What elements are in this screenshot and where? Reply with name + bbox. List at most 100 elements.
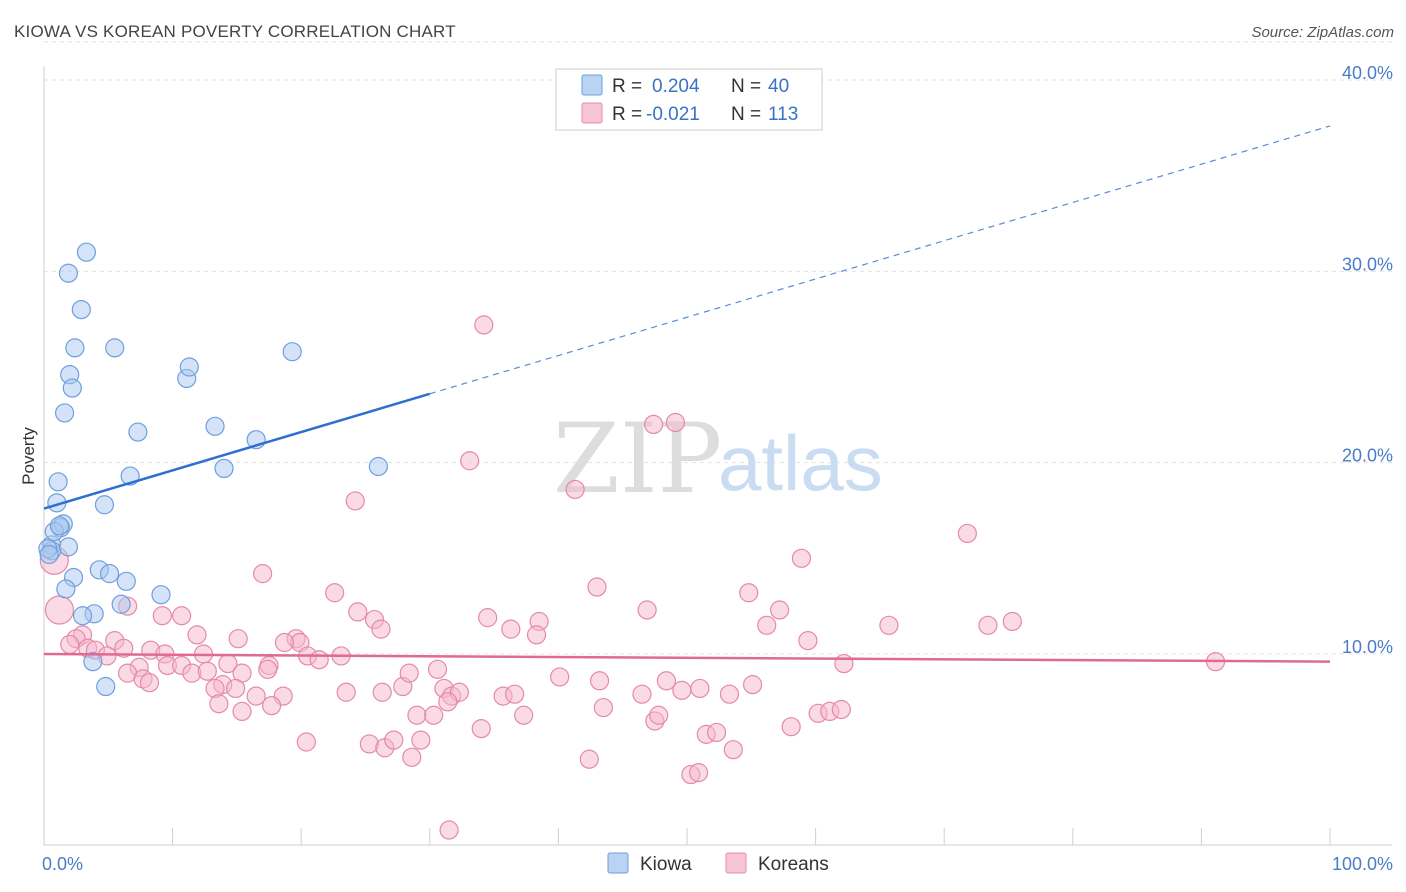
point-kiowa-10: [54, 403, 75, 423]
point-koreans-75: [550, 667, 570, 687]
point-koreans-60: [139, 673, 160, 693]
point-kiowa-38: [39, 544, 59, 565]
point-koreans-5: [565, 479, 585, 500]
point-koreans-39: [60, 634, 80, 655]
point-koreans-27: [152, 606, 172, 626]
point-koreans-4: [345, 491, 365, 511]
legend-top-r-value-koreans: -0.021: [646, 104, 700, 125]
point-koreans-7: [791, 548, 812, 568]
point-koreans-110: [688, 763, 709, 783]
point-koreans-105: [411, 730, 431, 750]
point-koreans-97: [781, 717, 801, 737]
point-koreans-84: [232, 701, 252, 722]
point-kiowa-1: [58, 263, 79, 283]
point-kiowa-19: [94, 495, 115, 515]
series-kiowa-points: [38, 242, 388, 697]
point-kiowa-29: [56, 579, 76, 599]
point-koreans-89: [438, 692, 458, 712]
trend-line-kiowa: [43, 392, 431, 510]
point-koreans-18: [501, 619, 521, 639]
point-koreans-92: [593, 697, 614, 718]
point-koreans-82: [742, 675, 763, 695]
point-koreans-24: [1002, 611, 1022, 632]
point-koreans-6: [957, 523, 977, 544]
point-kiowa-30: [151, 585, 171, 605]
point-koreans-69: [427, 659, 448, 679]
point-koreans-88: [424, 705, 444, 725]
point-kiowa-39: [49, 516, 70, 536]
point-koreans-65: [336, 682, 356, 702]
point-koreans-16: [371, 619, 391, 639]
point-koreans-114: [44, 595, 75, 625]
trend-lines: [43, 125, 1331, 663]
point-kiowa-17: [368, 456, 388, 477]
point-kiowa-28: [116, 571, 136, 591]
point-koreans-1: [643, 414, 664, 434]
legend-top-n-value-koreans: 113: [768, 104, 798, 125]
point-koreans-22: [879, 615, 899, 635]
point-koreans-87: [407, 705, 427, 725]
legend-top: R = 0.204 N = 40 R = -0.021 N = 113: [555, 68, 823, 131]
y-tick-labels: 10.0% 20.0% 30.0% 40.0%: [1342, 63, 1393, 657]
point-koreans-3: [460, 451, 480, 471]
point-koreans-12: [637, 600, 657, 620]
point-kiowa-31: [111, 594, 131, 614]
y-tick-label-20: 20.0%: [1342, 446, 1393, 466]
point-kiowa-4: [105, 338, 125, 358]
legend-bottom-swatch-kiowa: [607, 852, 629, 874]
point-koreans-80: [690, 678, 710, 699]
legend-top-swatch-kiowa: [581, 74, 603, 96]
legend-bottom-label-kiowa: Kiowa: [640, 854, 692, 875]
point-kiowa-35: [96, 676, 116, 697]
point-koreans-8: [253, 564, 273, 584]
point-koreans-13: [769, 600, 790, 620]
point-koreans-94: [649, 705, 669, 725]
point-kiowa-0: [76, 242, 97, 262]
point-koreans-79: [672, 680, 692, 700]
grid-lines: [44, 41, 1392, 655]
point-koreans-101: [296, 732, 316, 752]
legend-top-n-value-kiowa: 40: [768, 76, 789, 97]
point-kiowa-33: [72, 606, 93, 626]
legend-top-r-label-kiowa: R =: [612, 76, 642, 97]
point-koreans-28: [172, 606, 192, 626]
point-koreans-34: [114, 638, 134, 658]
point-kiowa-9: [179, 357, 199, 377]
point-kiowa-34: [83, 652, 103, 672]
point-kiowa-26: [99, 564, 120, 584]
point-koreans-100: [831, 699, 851, 720]
point-koreans-11: [739, 583, 759, 603]
y-tick-label-40: 40.0%: [1342, 63, 1393, 83]
point-koreans-9: [325, 583, 345, 603]
legend-top-r-label-koreans: R =: [612, 104, 642, 125]
source-label: Source: ZipAtlas.com: [1251, 24, 1394, 41]
point-koreans-91: [514, 705, 534, 725]
series-koreans-points: [39, 315, 1226, 840]
point-kiowa-2: [71, 300, 91, 320]
watermark-atlas: atlas: [718, 419, 883, 507]
point-koreans-23: [978, 615, 998, 635]
legend-bottom-swatch-koreans: [725, 852, 747, 874]
point-koreans-107: [723, 740, 743, 760]
x-tick-label-min: 0.0%: [42, 854, 83, 874]
point-koreans-68: [399, 663, 419, 683]
point-koreans-46: [274, 632, 295, 653]
point-koreans-83: [834, 653, 854, 674]
x-tick-labels: 0.0% 100.0%: [42, 854, 1393, 874]
point-koreans-106: [402, 747, 422, 767]
point-koreans-74: [505, 684, 525, 704]
point-koreans-63: [246, 686, 266, 706]
point-koreans-78: [656, 671, 677, 691]
point-koreans-76: [589, 671, 610, 691]
chart-title: KIOWA VS KOREAN POVERTY CORRELATION CHAR…: [14, 22, 456, 41]
point-koreans-66: [372, 682, 392, 702]
point-koreans-90: [471, 719, 491, 739]
point-koreans-57: [258, 659, 278, 679]
point-koreans-30: [228, 629, 248, 649]
legend-top-n-label-koreans: N =: [731, 104, 761, 125]
point-kiowa-12: [205, 416, 225, 436]
point-koreans-21: [757, 615, 777, 635]
legend-bottom: Kiowa Koreans: [607, 852, 829, 875]
y-tick-label-30: 30.0%: [1342, 254, 1393, 274]
